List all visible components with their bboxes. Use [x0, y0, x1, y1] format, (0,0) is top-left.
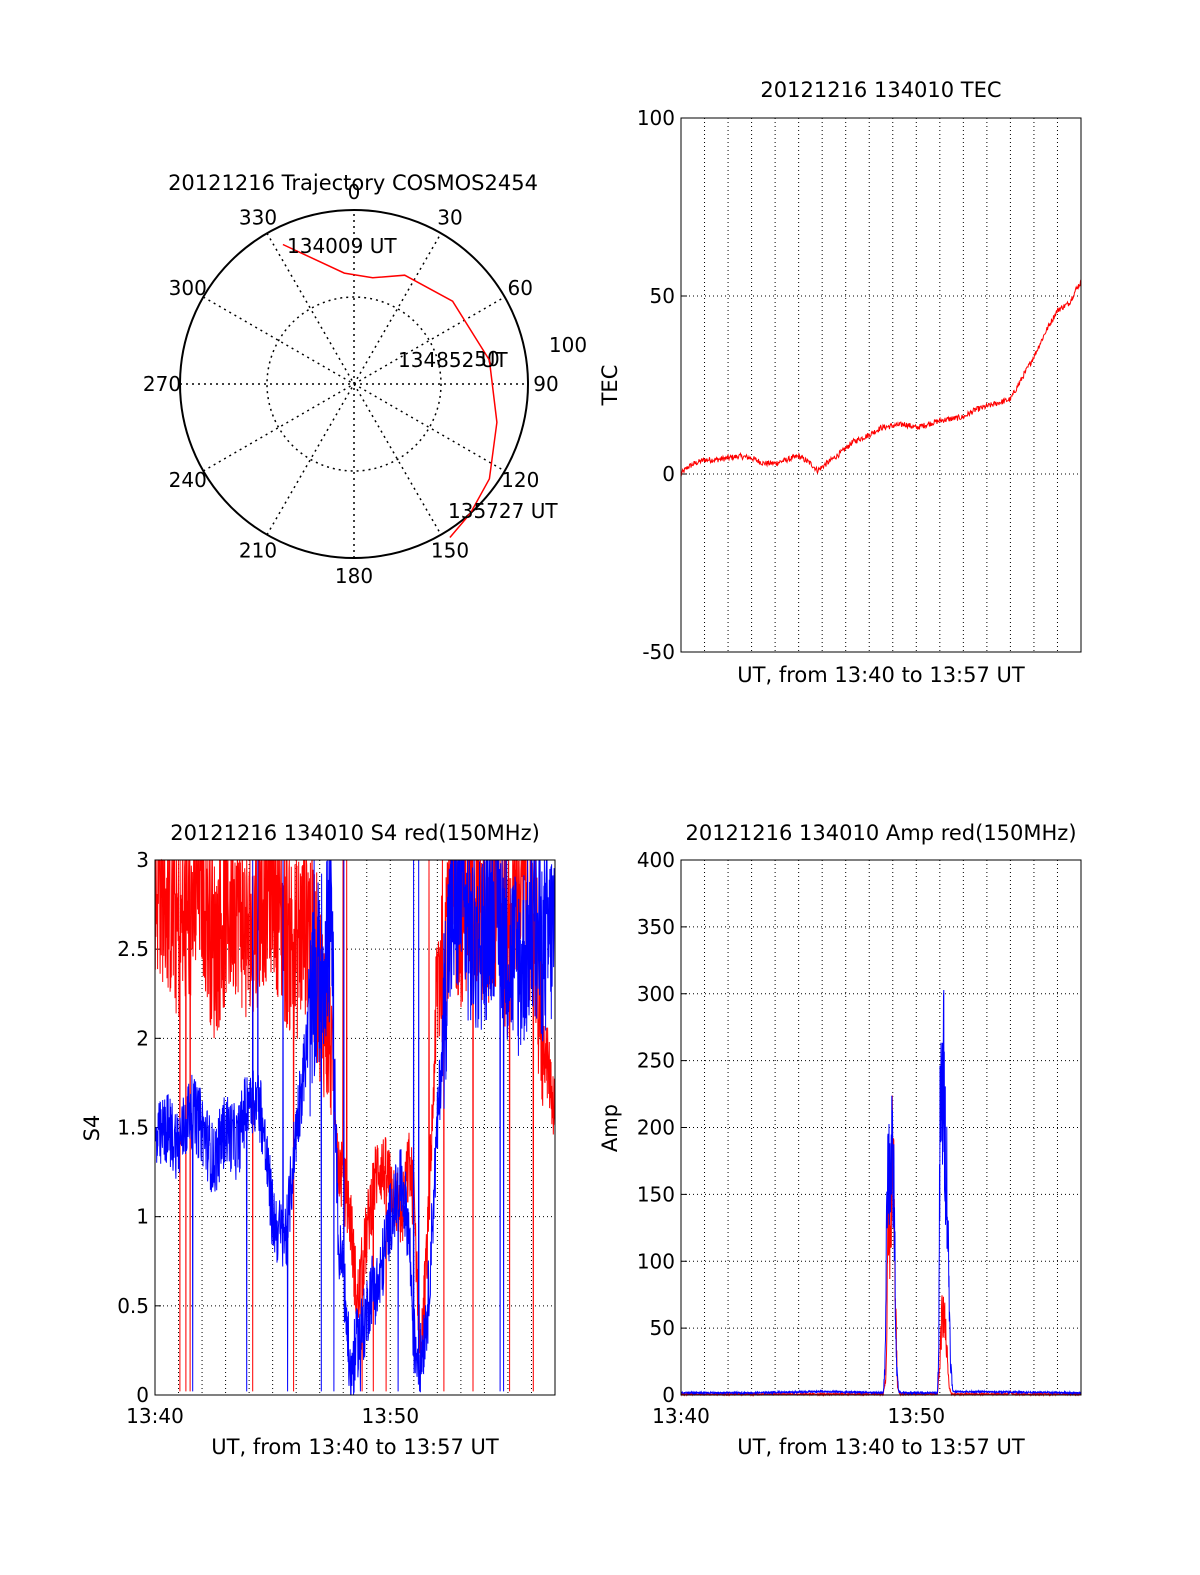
amp-blue-line — [680, 989, 1082, 1396]
tec-title: 20121216 134010 TEC — [760, 78, 1001, 102]
tec-panel: 20121216 134010 TEC -50 0 50 100 UT, from 1… — [598, 78, 1082, 687]
tec-series — [680, 279, 1082, 477]
trajectory-track — [282, 243, 498, 538]
s4-x-ticks: 13:40 13:50 — [126, 1404, 419, 1428]
polar-angle-labels: 0 30 60 90 120 150 180 210 240 270 300 330 — [143, 180, 559, 588]
amp-title: 20121216 134010 Amp red(150MHz) — [685, 821, 1076, 845]
polar-angle-label: 210 — [239, 538, 277, 562]
amp-y-tick-label: 400 — [637, 848, 675, 872]
amp-x-ticks: 13:40 13:50 — [652, 1404, 945, 1428]
tec-grid — [681, 118, 1081, 652]
tec-line — [680, 279, 1082, 477]
polar-angle-label: 270 — [143, 372, 181, 396]
s4-y-tick-label: 2.5 — [117, 937, 149, 961]
polar-inner-circle — [266, 296, 442, 472]
amp-grid — [681, 860, 1081, 1395]
amp-x-tick-label: 13:40 — [652, 1404, 710, 1428]
trajectory-panel: 20121216 Trajectory COSMOS2454 0 30 60 90 12… — [143, 171, 587, 588]
s4-y-label: S4 — [80, 1115, 104, 1142]
s4-series — [154, 858, 556, 1396]
s4-y-ticks: 0 0.5 1 1.5 2 2.5 3 — [117, 848, 161, 1407]
polar-angle-label: 330 — [239, 206, 277, 230]
amp-series — [680, 989, 1082, 1397]
s4-x-label: UT, from 13:40 to 13:57 UT — [211, 1435, 499, 1459]
amp-y-ticks: 0 50 100 150 200 250 300 350 400 — [637, 848, 687, 1407]
amp-x-label: UT, from 13:40 to 13:57 UT — [737, 1435, 1025, 1459]
s4-y-tick-label: 0.5 — [117, 1294, 149, 1318]
s4-y-tick-label: 2 — [136, 1026, 149, 1050]
radius-label-50: 50 — [474, 347, 499, 371]
s4-y-tick-label: 1 — [136, 1205, 149, 1229]
s4-y-tick-label: 1.5 — [117, 1116, 149, 1140]
trajectory-mid-label: 134852 UT — [398, 348, 508, 372]
amp-panel: 20121216 134010 Amp red(150MHz) 0 50 100 15… — [598, 821, 1082, 1459]
s4-plot-frame — [154, 859, 556, 1396]
amp-y-tick-label: 0 — [662, 1383, 675, 1407]
trajectory-title: 20121216 Trajectory COSMOS2454 — [168, 171, 538, 195]
polar-angle-label: 120 — [501, 468, 539, 492]
amp-y-tick-label: 150 — [637, 1182, 675, 1206]
s4-grid — [155, 860, 555, 1395]
tec-y-tick-label: 50 — [650, 284, 675, 308]
s4-y-tick-label: 3 — [136, 848, 149, 872]
amp-x-tick-label: 13:50 — [887, 1404, 945, 1428]
polar-angle-label: 180 — [335, 564, 373, 588]
tec-y-tick-label: 100 — [637, 106, 675, 130]
polar-angle-label: 30 — [437, 206, 462, 230]
polar-angle-label: 60 — [508, 276, 533, 300]
polar-angle-label: 150 — [431, 538, 469, 562]
polar-angle-label: 300 — [169, 276, 207, 300]
polar-grid — [179, 209, 529, 559]
s4-x-tick-label: 13:40 — [126, 1404, 184, 1428]
s4-blue-line — [154, 859, 556, 1396]
trajectory-start-label: 134009 UT — [287, 234, 397, 258]
trajectory-end-label: 135727 UT — [448, 499, 558, 523]
amp-y-tick-label: 300 — [637, 982, 675, 1006]
s4-title: 20121216 134010 S4 red(150MHz) — [170, 821, 540, 845]
polar-angle-label: 0 — [348, 180, 361, 204]
tec-plot-frame — [680, 117, 1082, 653]
tec-y-label: TEC — [598, 365, 622, 407]
tec-y-ticks: -50 0 50 100 — [637, 106, 687, 664]
amp-y-tick-label: 100 — [637, 1249, 675, 1273]
polar-spoke — [266, 232, 442, 536]
amp-plot-frame — [680, 859, 1082, 1396]
amp-y-tick-label: 50 — [650, 1316, 675, 1340]
s4-panel: 20121216 134010 S4 red(150MHz) 0 0.5 1 1.5 2… — [80, 821, 556, 1459]
s4-y-tick-label: 0 — [136, 1383, 149, 1407]
trajectory-line — [282, 243, 498, 538]
s4-x-tick-label: 13:50 — [361, 1404, 419, 1428]
amp-y-tick-label: 250 — [637, 1049, 675, 1073]
amp-y-tick-label: 350 — [637, 915, 675, 939]
tec-x-label: UT, from 13:40 to 13:57 UT — [737, 663, 1025, 687]
tec-y-tick-label: 0 — [662, 462, 675, 486]
radius-label-100: 100 — [549, 333, 587, 357]
polar-angle-label: 90 — [533, 372, 558, 396]
amp-y-label: Amp — [598, 1104, 622, 1152]
tec-y-tick-label: -50 — [642, 640, 675, 664]
polar-angle-label: 240 — [169, 468, 207, 492]
amp-y-tick-label: 200 — [637, 1116, 675, 1140]
amp-red-line — [680, 1095, 1082, 1397]
